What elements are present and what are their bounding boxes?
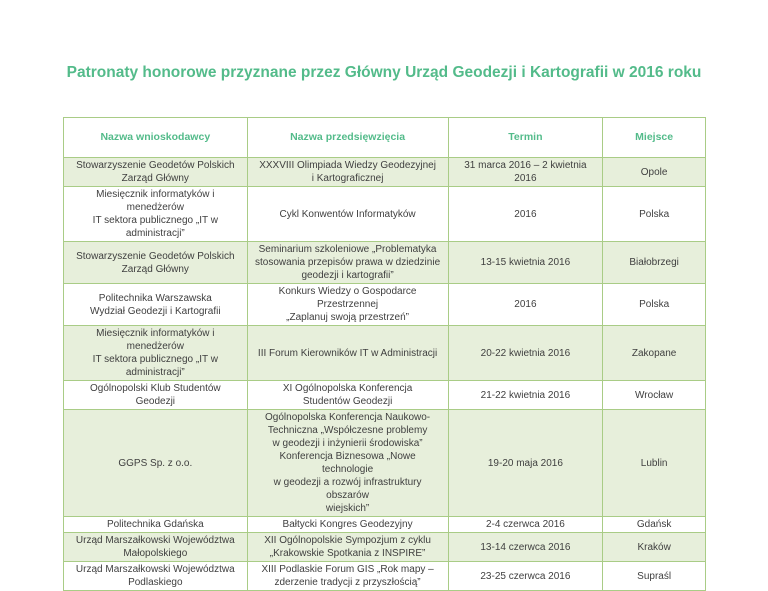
table-row: Urząd Marszałkowski Województwa Podlaski… <box>63 561 706 591</box>
patronage-table: Nazwa wnioskodawcy Nazwa przedsięwzięcia… <box>63 117 706 591</box>
cell-date: 21-22 kwietnia 2016 <box>447 380 604 410</box>
cell-applicant: Urząd Marszałkowski Województwa Podlaski… <box>63 561 248 591</box>
cell-place: Supraśl <box>602 561 706 591</box>
cell-project: XII Ogólnopolskie Sympozjum z cyklu „Kra… <box>246 532 449 562</box>
cell-applicant: Stowarzyszenie Geodetów Polskich Zarząd … <box>63 157 248 187</box>
table-header-row: Nazwa wnioskodawcy Nazwa przedsięwzięcia… <box>63 117 706 158</box>
cell-date: 13-14 czerwca 2016 <box>447 532 604 562</box>
cell-applicant: GGPS Sp. z o.o. <box>63 409 248 517</box>
table-row: Stowarzyszenie Geodetów Polskich Zarząd … <box>63 157 706 187</box>
cell-project: Konkurs Wiedzy o Gospodarce Przestrzenne… <box>246 283 449 326</box>
cell-place: Kraków <box>602 532 706 562</box>
header-cell-project: Nazwa przedsięwzięcia <box>246 117 449 158</box>
cell-place: Zakopane <box>602 325 706 381</box>
header-cell-date: Termin <box>447 117 604 158</box>
cell-applicant: Miesięcznik informatyków i menedżerów IT… <box>63 325 248 381</box>
cell-project: Bałtycki Kongres Geodezyjny <box>246 516 449 533</box>
cell-project: III Forum Kierowników IT w Administracji <box>246 325 449 381</box>
cell-project: XXXVIII Olimpiada Wiedzy Geodezyjnej i K… <box>246 157 449 187</box>
cell-date: 20-22 kwietnia 2016 <box>447 325 604 381</box>
header-cell-place: Miejsce <box>602 117 706 158</box>
cell-project: XIII Podlaskie Forum GIS „Rok mapy – zde… <box>246 561 449 591</box>
cell-place: Opole <box>602 157 706 187</box>
cell-place: Polska <box>602 283 706 326</box>
cell-place: Lublin <box>602 409 706 517</box>
page-title: Patronaty honorowe przyznane przez Główn… <box>66 64 702 81</box>
cell-date: 2016 <box>447 283 604 326</box>
cell-place: Gdańsk <box>602 516 706 533</box>
table-row: Politechnika Warszawska Wydział Geodezji… <box>63 283 706 326</box>
cell-date: 23-25 czerwca 2016 <box>447 561 604 591</box>
cell-date: 31 marca 2016 – 2 kwietnia 2016 <box>447 157 604 187</box>
table-row: Miesięcznik informatyków i menedżerów IT… <box>63 325 706 381</box>
cell-applicant: Miesięcznik informatyków i menedżerów IT… <box>63 186 248 242</box>
cell-date: 19-20 maja 2016 <box>447 409 604 517</box>
table-row: GGPS Sp. z o.o. Ogólnopolska Konferencja… <box>63 409 706 517</box>
table-row: Politechnika Gdańska Bałtycki Kongres Ge… <box>63 516 706 533</box>
cell-project: Ogólnopolska Konferencja Naukowo- Techni… <box>246 409 449 517</box>
table-row: Stowarzyszenie Geodetów Polskich Zarząd … <box>63 241 706 284</box>
table-row: Urząd Marszałkowski Województwa Małopols… <box>63 532 706 562</box>
table-row: Miesięcznik informatyków i menedżerów IT… <box>63 186 706 242</box>
cell-date: 2-4 czerwca 2016 <box>447 516 604 533</box>
cell-date: 13-15 kwietnia 2016 <box>447 241 604 284</box>
cell-date: 2016 <box>447 186 604 242</box>
cell-project: XI Ogólnopolska Konferencja Studentów Ge… <box>246 380 449 410</box>
cell-applicant: Stowarzyszenie Geodetów Polskich Zarząd … <box>63 241 248 284</box>
table-row: Ogólnopolski Klub Studentów Geodezji XI … <box>63 380 706 410</box>
cell-project: Seminarium szkoleniowe „Problematyka sto… <box>246 241 449 284</box>
header-cell-applicant: Nazwa wnioskodawcy <box>63 117 248 158</box>
cell-applicant: Politechnika Gdańska <box>63 516 248 533</box>
cell-applicant: Ogólnopolski Klub Studentów Geodezji <box>63 380 248 410</box>
cell-place: Polska <box>602 186 706 242</box>
cell-place: Wrocław <box>602 380 706 410</box>
cell-place: Białobrzegi <box>602 241 706 284</box>
cell-project: Cykl Konwentów Informatyków <box>246 186 449 242</box>
cell-applicant: Urząd Marszałkowski Województwa Małopols… <box>63 532 248 562</box>
cell-applicant: Politechnika Warszawska Wydział Geodezji… <box>63 283 248 326</box>
